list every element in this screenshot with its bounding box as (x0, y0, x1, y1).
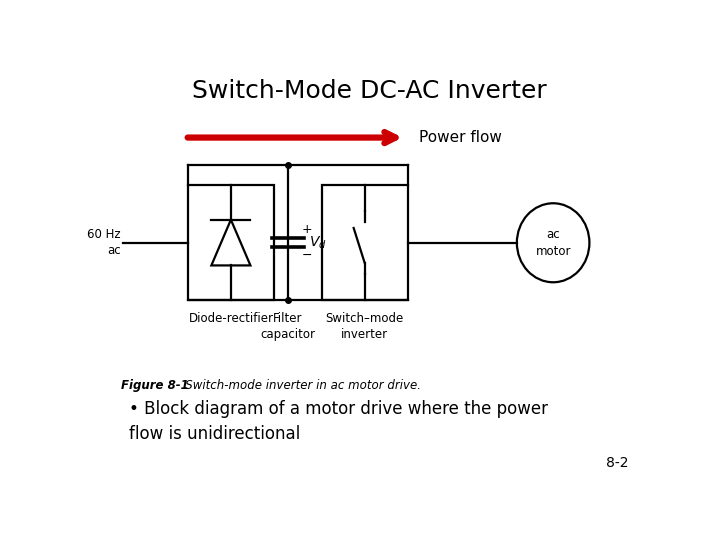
Text: Figure 8-1: Figure 8-1 (121, 379, 189, 392)
Text: $V_d$: $V_d$ (310, 234, 327, 251)
Text: • Block diagram of a motor drive where the power
flow is unidirectional: • Block diagram of a motor drive where t… (129, 400, 548, 442)
Text: Switch-Mode DC-AC Inverter: Switch-Mode DC-AC Inverter (192, 79, 546, 103)
Text: Switch-mode inverter in ac motor drive.: Switch-mode inverter in ac motor drive. (174, 379, 420, 392)
Text: 60 Hz
ac: 60 Hz ac (87, 228, 121, 257)
Text: 8-2: 8-2 (606, 456, 629, 470)
Text: −: − (302, 249, 312, 262)
Text: Power flow: Power flow (419, 130, 502, 145)
Text: +: + (302, 223, 312, 236)
Text: ac
motor: ac motor (536, 228, 571, 258)
Text: Switch–mode
inverter: Switch–mode inverter (325, 312, 404, 341)
Text: Filter
capacitor: Filter capacitor (261, 312, 315, 341)
Text: Diode-rectifier: Diode-rectifier (189, 312, 274, 325)
